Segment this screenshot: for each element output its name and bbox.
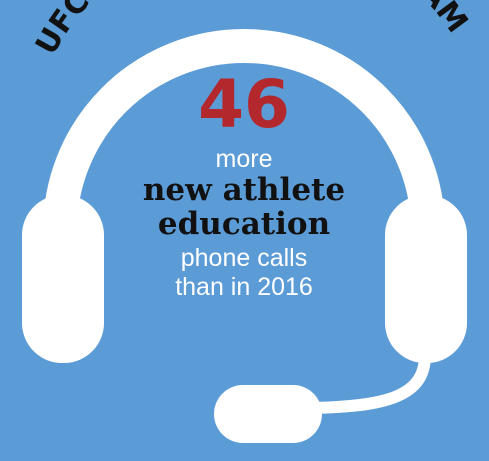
stat-headline-line2: education [157, 206, 331, 242]
stat-headline-line1: new athlete [142, 172, 346, 208]
stat-number: 46 [198, 66, 290, 143]
mic-boom-shape [294, 349, 431, 414]
left-earcup-shape [22, 195, 104, 363]
stat-block: 46 more new athlete education phone call… [94, 65, 394, 302]
stat-lead: more [215, 145, 273, 173]
stat-sub-line2: than in 2016 [175, 273, 313, 301]
headband-shape [43, 29, 445, 231]
stat-sub-line1: phone calls [180, 244, 308, 272]
right-earcup-shape [385, 195, 467, 363]
mic-shape [214, 385, 322, 443]
